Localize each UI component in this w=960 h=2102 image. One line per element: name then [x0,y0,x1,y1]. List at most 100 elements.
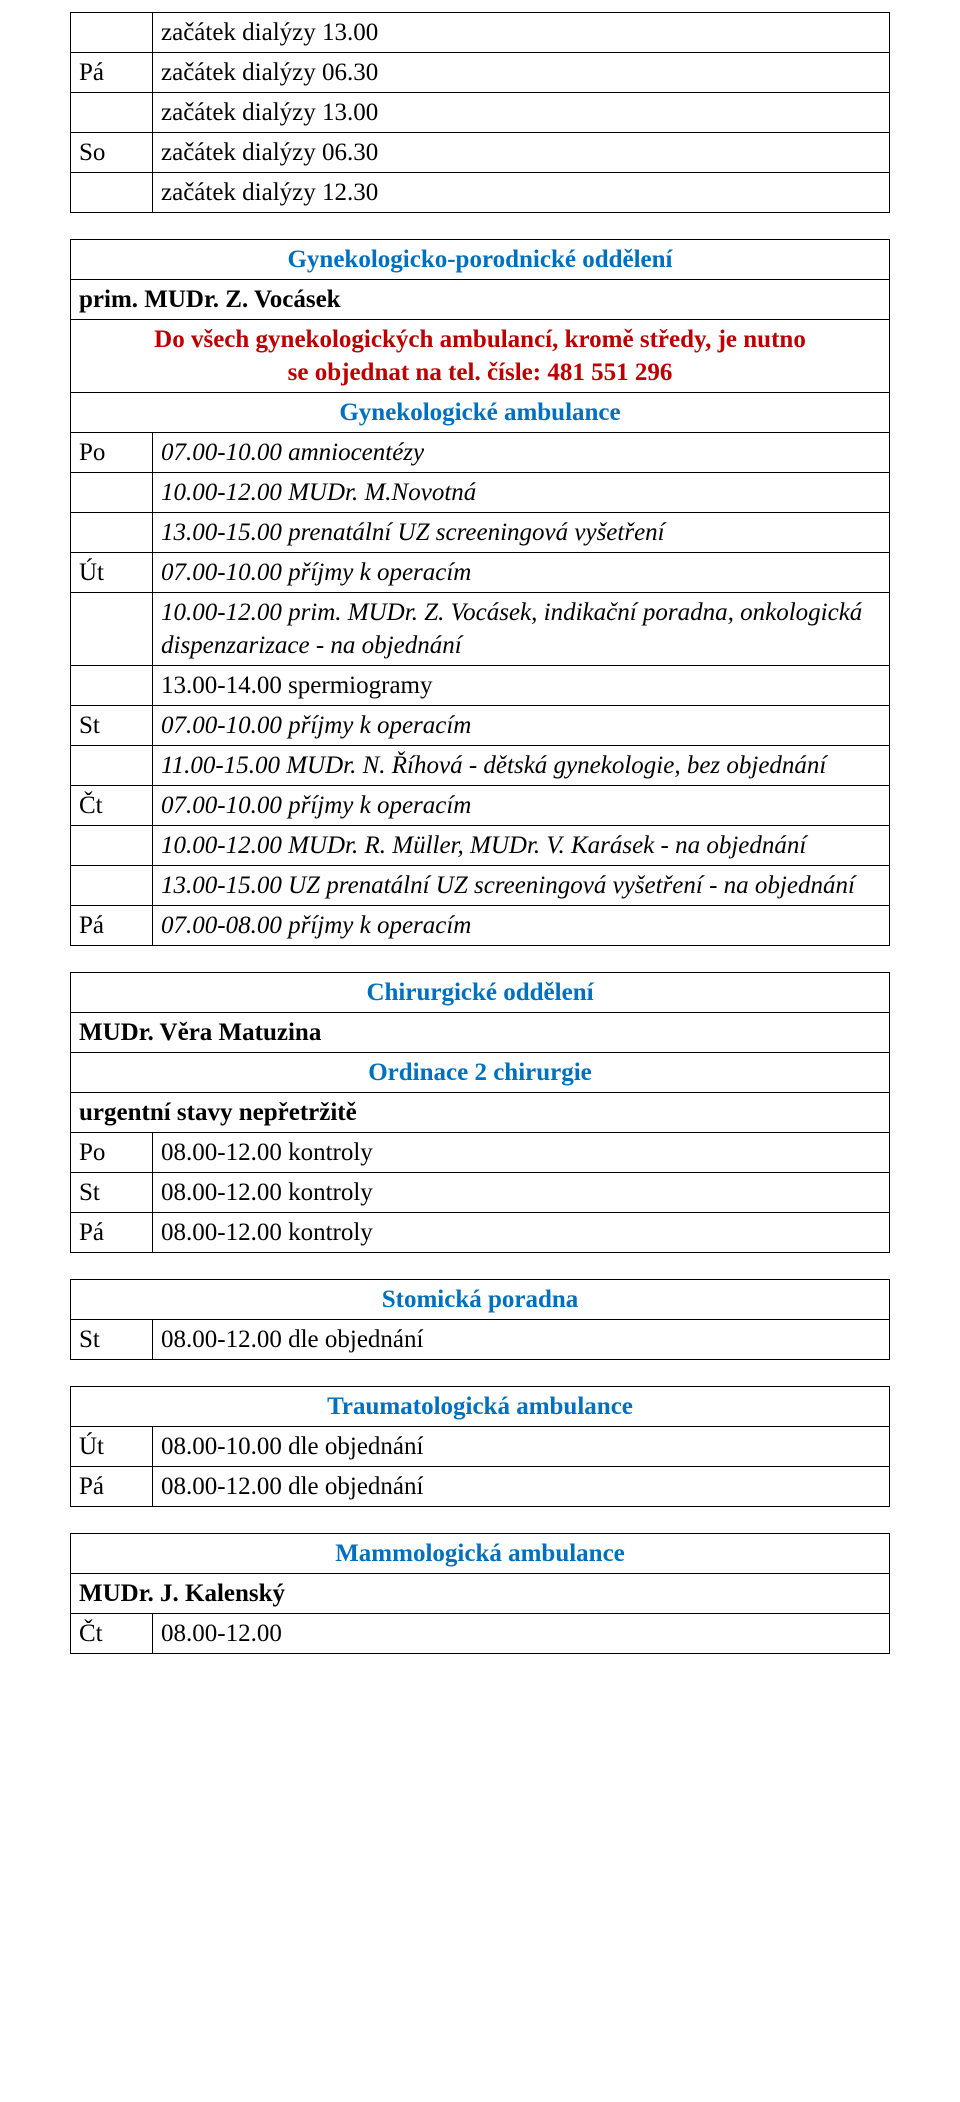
stomicka-table: Stomická poradna St08.00-12.00 dle objed… [70,1279,890,1360]
text-cell: 07.00-10.00 příjmy k operacím [153,786,890,826]
dept-heading: Traumatologická ambulance [71,1387,890,1427]
dept-heading: Gynekologicko-porodnické oddělení [71,240,890,280]
subheading-row: Ordinace 2 chirurgie [71,1053,890,1093]
heading-row: Traumatologická ambulance [71,1387,890,1427]
text-cell: 10.00-12.00 prim. MUDr. Z. Vocásek, indi… [153,593,890,666]
table-row: 13.00-14.00 spermiogramy [71,666,890,706]
surgery-table: Chirurgické oddělení MUDr. Věra Matuzina… [70,972,890,1253]
text-cell: 07.00-08.00 příjmy k operacím [153,906,890,946]
trauma-table: Traumatologická ambulance Út08.00-10.00 … [70,1386,890,1507]
day-cell: St [71,1173,153,1213]
table-row: začátek dialýzy 13.00 [71,93,890,133]
table-row: Sozačátek dialýzy 06.30 [71,133,890,173]
gyn-table: Gynekologicko-porodnické oddělení prim. … [70,239,890,946]
text-cell: 11.00-15.00 MUDr. N. Říhová - dětská gyn… [153,746,890,786]
day-cell: Út [71,553,153,593]
day-cell [71,173,153,213]
day-cell: St [71,1320,153,1360]
day-cell: Po [71,1133,153,1173]
day-cell: Pá [71,1467,153,1507]
note-row: urgentní stavy nepřetržitě [71,1093,890,1133]
day-cell [71,866,153,906]
day-cell [71,513,153,553]
primar-row: prim. MUDr. Z. Vocásek [71,280,890,320]
text-cell: začátek dialýzy 13.00 [153,93,890,133]
table-row: Pá07.00-08.00 příjmy k operacím [71,906,890,946]
day-cell [71,13,153,53]
text-cell: 08.00-12.00 dle objednání [153,1467,890,1507]
table-row: Pá08.00-12.00 dle objednání [71,1467,890,1507]
dialysis-table: začátek dialýzy 13.00 Pázačátek dialýzy … [70,12,890,213]
heading-row: Mammologická ambulance [71,1534,890,1574]
text-cell: 10.00-12.00 MUDr. R. Müller, MUDr. V. Ka… [153,826,890,866]
day-cell [71,593,153,666]
table-row: Čt08.00-12.00 [71,1614,890,1654]
day-cell: Pá [71,1213,153,1253]
heading-row: Stomická poradna [71,1280,890,1320]
table-row: Pá08.00-12.00 kontroly [71,1213,890,1253]
dept-heading: Chirurgické oddělení [71,973,890,1013]
table-row: St07.00-10.00 příjmy k operacím [71,706,890,746]
notice-row: se objednat na tel. čísle: 481 551 296 [71,356,890,393]
day-cell [71,93,153,133]
text-cell: začátek dialýzy 13.00 [153,13,890,53]
note: urgentní stavy nepřetržitě [71,1093,890,1133]
day-cell: Po [71,433,153,473]
text-cell: 07.00-10.00 příjmy k operacím [153,553,890,593]
text-cell: 13.00-15.00 UZ prenatální UZ screeningov… [153,866,890,906]
day-cell: Út [71,1427,153,1467]
text-cell: 08.00-12.00 dle objednání [153,1320,890,1360]
day-cell: So [71,133,153,173]
day-cell: Čt [71,786,153,826]
doctor-row: MUDr. J. Kalenský [71,1574,890,1614]
table-row: 10.00-12.00 MUDr. M.Novotná [71,473,890,513]
day-cell [71,826,153,866]
table-row: Pázačátek dialýzy 06.30 [71,53,890,93]
doctor-name: MUDr. J. Kalenský [71,1574,890,1614]
text-cell: 13.00-15.00 prenatální UZ screeningová v… [153,513,890,553]
text-cell: 08.00-12.00 kontroly [153,1213,890,1253]
table-row: Čt07.00-10.00 příjmy k operacím [71,786,890,826]
day-cell: St [71,706,153,746]
text-cell: začátek dialýzy 06.30 [153,53,890,93]
dept-heading: Stomická poradna [71,1280,890,1320]
doctor-name: MUDr. Věra Matuzina [71,1013,890,1053]
day-cell [71,473,153,513]
dept-heading: Mammologická ambulance [71,1534,890,1574]
red-notice: Do všech gynekologických ambulancí, krom… [71,320,890,357]
table-row: 11.00-15.00 MUDr. N. Říhová - dětská gyn… [71,746,890,786]
table-row: 10.00-12.00 prim. MUDr. Z. Vocásek, indi… [71,593,890,666]
text-cell: 08.00-12.00 kontroly [153,1133,890,1173]
notice-row: Do všech gynekologických ambulancí, krom… [71,320,890,357]
table-row: Po07.00-10.00 amniocentézy [71,433,890,473]
text-cell: začátek dialýzy 12.30 [153,173,890,213]
table-row: 10.00-12.00 MUDr. R. Müller, MUDr. V. Ka… [71,826,890,866]
text-cell: 08.00-12.00 [153,1614,890,1654]
sub-heading: Ordinace 2 chirurgie [71,1053,890,1093]
day-cell: Pá [71,53,153,93]
text-cell: 07.00-10.00 příjmy k operacím [153,706,890,746]
table-row: Po08.00-12.00 kontroly [71,1133,890,1173]
table-row: začátek dialýzy 13.00 [71,13,890,53]
table-row: Út08.00-10.00 dle objednání [71,1427,890,1467]
mammo-table: Mammologická ambulance MUDr. J. Kalenský… [70,1533,890,1654]
table-row: St08.00-12.00 kontroly [71,1173,890,1213]
red-notice: se objednat na tel. čísle: 481 551 296 [71,356,890,393]
text-cell: 08.00-10.00 dle objednání [153,1427,890,1467]
sub-heading: Gynekologické ambulance [71,393,890,433]
day-cell: Pá [71,906,153,946]
day-cell [71,666,153,706]
subheading-row: Gynekologické ambulance [71,393,890,433]
text-cell: začátek dialýzy 06.30 [153,133,890,173]
text-cell: 08.00-12.00 kontroly [153,1173,890,1213]
heading-row: Chirurgické oddělení [71,973,890,1013]
table-row: začátek dialýzy 12.30 [71,173,890,213]
text-cell: 13.00-14.00 spermiogramy [153,666,890,706]
table-row: 13.00-15.00 UZ prenatální UZ screeningov… [71,866,890,906]
day-cell: Čt [71,1614,153,1654]
table-row: Út07.00-10.00 příjmy k operacím [71,553,890,593]
text-cell: 07.00-10.00 amniocentézy [153,433,890,473]
doctor-row: MUDr. Věra Matuzina [71,1013,890,1053]
page-container: začátek dialýzy 13.00 Pázačátek dialýzy … [0,0,960,1694]
table-row: St08.00-12.00 dle objednání [71,1320,890,1360]
